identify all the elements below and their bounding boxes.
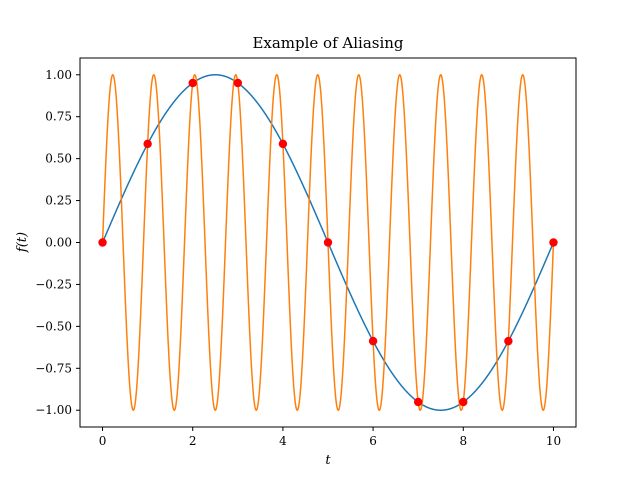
sample-point: [504, 336, 513, 346]
sample-point: [188, 78, 197, 88]
y-tick-label: 0.00: [45, 236, 72, 250]
x-tick-label: 4: [279, 434, 287, 448]
x-tick-label: 10: [546, 434, 561, 448]
x-tick-label: 2: [189, 434, 197, 448]
x-axis-label: t: [325, 453, 331, 468]
y-axis-label: f(t): [15, 232, 30, 253]
sample-point: [143, 139, 152, 149]
y-axis: −1.00 −0.75 −0.50 −0.25 0.00 0.25 0.50 0.75 1.00: [35, 68, 80, 417]
x-tick-label: 0: [99, 434, 107, 448]
y-tick-label: 0.25: [45, 194, 72, 208]
sample-point: [98, 238, 107, 247]
sample-point: [323, 238, 333, 247]
chart-title: Example of Aliasing: [252, 34, 403, 52]
x-tick-label: 6: [369, 434, 377, 448]
x-axis: 0 2 4 6 8 10: [99, 427, 561, 448]
y-tick-label: 0.50: [45, 152, 72, 166]
sample-point: [233, 78, 243, 88]
y-tick-label: 1.00: [45, 68, 72, 82]
y-tick-label: −0.75: [35, 361, 72, 375]
y-tick-label: −0.50: [35, 319, 72, 333]
plot-area: [79, 57, 577, 428]
y-tick-label: −0.25: [35, 277, 72, 291]
sample-point: [549, 238, 558, 247]
y-tick-label: 0.75: [45, 110, 72, 124]
y-tick-label: −1.00: [35, 403, 72, 417]
sample-point: [278, 139, 288, 149]
x-tick-label: 8: [459, 434, 467, 448]
sample-point: [459, 397, 468, 407]
sample-point: [413, 397, 423, 407]
marker-layer: [98, 78, 558, 407]
sample-point: [368, 336, 378, 346]
